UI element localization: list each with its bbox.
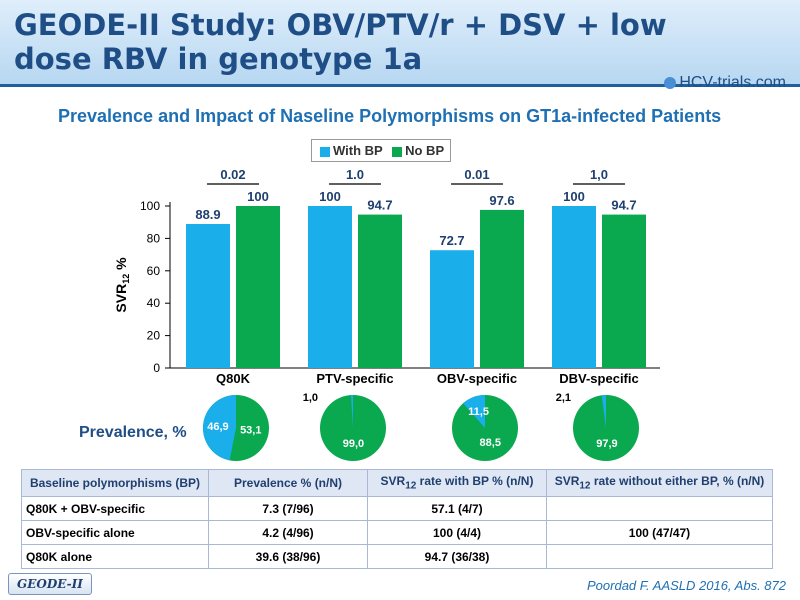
chart-legend: With BP No BP: [311, 139, 452, 162]
y-tick-label: 100: [140, 199, 160, 213]
table-cell: Q80K + OBV-specific: [21, 496, 209, 521]
y-axis-label-suffix: %: [113, 257, 129, 274]
pie-slice-with-bp: [203, 395, 236, 461]
y-tick-label: 60: [147, 264, 161, 278]
bar-no-bp: [358, 214, 402, 368]
title-bar: GEODE-II Study: OBV/PTV/r + DSV + low do…: [0, 0, 800, 87]
table-header: Baseline polymorphisms (BP): [21, 469, 209, 497]
table-header: SVR12 rate with BP % (n/N): [367, 469, 547, 497]
table-cell: OBV-specific alone: [21, 520, 209, 545]
bar-value-label: 100: [247, 189, 269, 204]
table-header-text: SVR: [380, 474, 406, 489]
polymorphism-table: Baseline polymorphisms (BP) Prevalence %…: [21, 469, 773, 569]
legend-swatch-with-bp: [320, 146, 330, 157]
site-logo: HCV-trials.com: [664, 74, 786, 92]
bar-value-label: 94.7: [367, 198, 392, 213]
table-cell: 7.3 (7/96): [208, 496, 368, 521]
table-header-text: rate with BP % (n/N): [416, 474, 534, 489]
pie-label-with-bp: 2,1: [556, 392, 571, 404]
pie-label-no-bp: 97,9: [596, 438, 617, 450]
table-cell: [546, 544, 773, 569]
p-value-label: 0.01: [464, 167, 489, 182]
bar-value-label: 94.7: [611, 198, 636, 213]
table-header-text: SVR: [554, 474, 580, 489]
y-tick-label: 80: [147, 231, 161, 245]
y-axis-label-main: SVR: [113, 284, 129, 313]
slide-title: GEODE-II Study: OBV/PTV/r + DSV + low do…: [14, 8, 667, 76]
table-cell: 100 (47/47): [546, 520, 773, 545]
table-cell: 57.1 (4/7): [367, 496, 547, 521]
legend-label-with-bp: With BP: [333, 143, 383, 158]
table-row: Q80K + OBV-specific 7.3 (7/96) 57.1 (4/7…: [21, 496, 773, 521]
bar-value-label: 88.9: [195, 207, 220, 222]
reference-citation: Poordad F. AASLD 2016, Abs. 872: [587, 578, 786, 593]
svr-bar-chart: SVR12 % 02040608010088.9100Q80K0.0210094…: [113, 167, 660, 461]
table-header-subscript: 12: [405, 480, 417, 492]
prevalence-label: Prevalence, %: [79, 424, 187, 441]
legend-swatch-no-bp: [392, 146, 403, 157]
table-cell: 4.2 (4/96): [208, 520, 368, 545]
table-cell: 94.7 (36/38): [367, 544, 547, 569]
table-header-text: rate without either BP, % (n/N): [590, 474, 765, 489]
x-category-label: Q80K: [216, 371, 251, 386]
bar-with-bp: [308, 206, 352, 368]
y-tick-label: 0: [153, 361, 160, 375]
p-value-label: 1,0: [590, 167, 608, 182]
table-cell: [546, 496, 773, 521]
pie-slice-with-bp: [463, 395, 485, 428]
table-header: SVR12 rate without either BP, % (n/N): [546, 469, 773, 497]
table-cell: 39.6 (38/96): [208, 544, 368, 569]
bar-with-bp: [552, 206, 596, 368]
pie-label-no-bp: 88,5: [480, 437, 501, 449]
y-tick-label: 20: [147, 329, 161, 343]
bar-with-bp: [430, 250, 474, 368]
table-row: Q80K alone 39.6 (38/96) 94.7 (36/38): [21, 544, 773, 569]
p-value-label: 0.02: [220, 167, 245, 182]
pie-slice-with-bp: [350, 395, 353, 428]
y-axis-label-sub: 12: [121, 274, 131, 284]
logo-icon: [664, 76, 677, 89]
bar-value-label: 100: [319, 189, 341, 204]
pie-label-with-bp: 46,9: [207, 421, 228, 433]
x-category-label: OBV-specific: [437, 371, 517, 386]
table-header: Prevalence % (n/N): [208, 469, 368, 497]
study-badge: GEODE-II: [8, 573, 92, 595]
bar-value-label: 72.7: [439, 233, 464, 248]
x-category-label: DBV-specific: [559, 371, 638, 386]
y-axis-label: SVR12 %: [113, 257, 131, 313]
table-row: OBV-specific alone 4.2 (4/96) 100 (4/4) …: [21, 520, 773, 545]
bar-no-bp: [480, 209, 524, 368]
bar-no-bp: [602, 214, 646, 368]
logo-text: HCV-trials.com: [679, 74, 786, 91]
chart-subtitle: Prevalence and Impact of Naseline Polymo…: [58, 106, 722, 126]
pie-label-no-bp: 53,1: [240, 424, 261, 436]
p-value-label: 1.0: [346, 167, 364, 182]
y-tick-label: 40: [147, 296, 161, 310]
pie-label-no-bp: 99,0: [343, 438, 364, 450]
table-header-subscript: 12: [579, 480, 591, 492]
table-cell: 100 (4/4): [367, 520, 547, 545]
bar-no-bp: [236, 206, 280, 368]
bar-with-bp: [186, 223, 230, 368]
legend-label-no-bp: No BP: [405, 143, 445, 158]
pie-label-with-bp: 1,0: [303, 392, 318, 404]
bar-value-label: 97.6: [489, 193, 514, 208]
table-cell: Q80K alone: [21, 544, 209, 569]
x-category-label: PTV-specific: [316, 371, 393, 386]
table-header-row: Baseline polymorphisms (BP) Prevalence %…: [21, 469, 773, 497]
pie-label-with-bp: 11,5: [468, 406, 489, 418]
bar-value-label: 100: [563, 189, 585, 204]
pie-slice-with-bp: [601, 395, 606, 428]
